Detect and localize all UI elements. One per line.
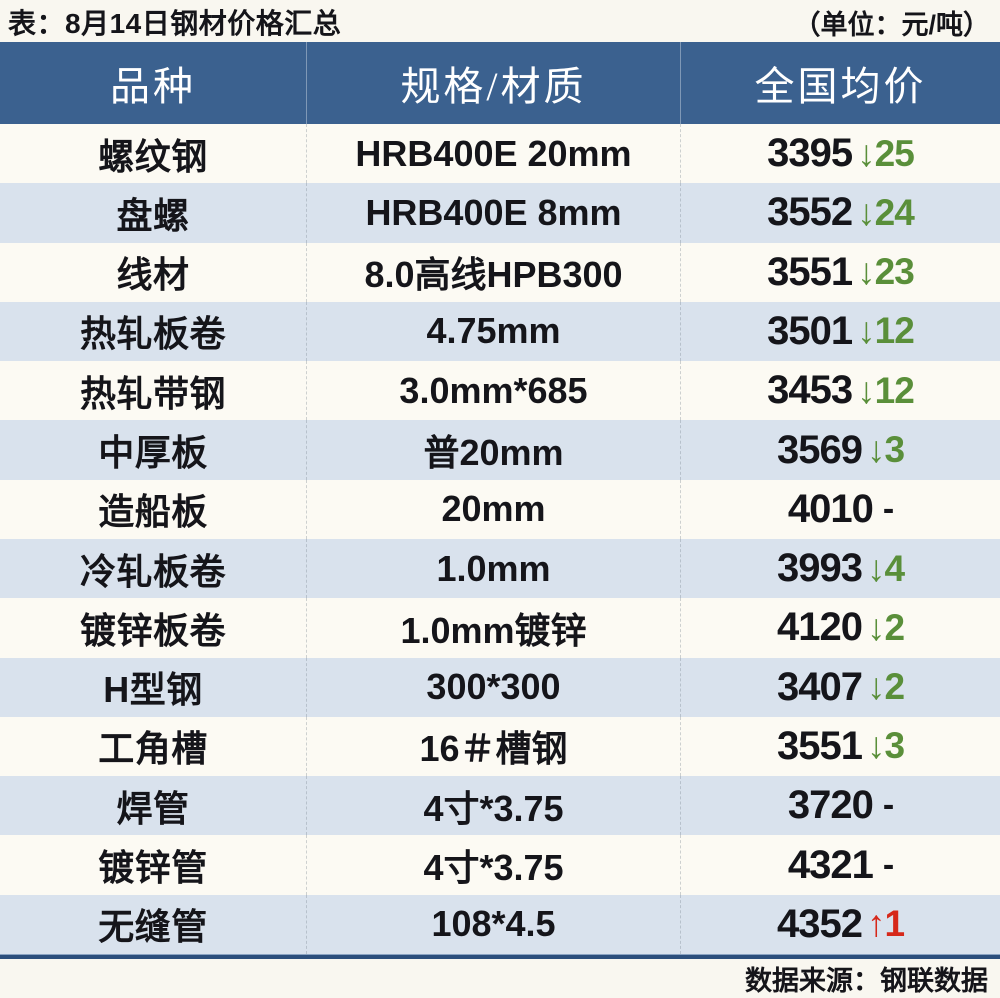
price-value: 4010 [787,486,874,531]
variety-cell: 焊管 [116,787,190,829]
table-row: 焊管 4寸*3.75 3720 - [0,776,1000,836]
price-cell: 3551 ↓23 [680,242,1000,302]
unit-label: （单位：元/吨） [793,9,990,40]
spec-cell: 3.0mm*685 [306,361,680,421]
spec-cell: 4.75mm [306,301,680,362]
variety-cell: 热轧板卷 [79,313,226,355]
price-value: 3720 [787,783,874,828]
spec-cell: 1.0mm [306,538,680,599]
price-change-indicator: ↓12 [857,310,915,352]
price-value: 3395 [767,131,853,176]
table-row: 工角槽 16＃槽钢 3551 ↓3 [0,716,1000,777]
spec-cell: 8.0高线HPB300 [306,242,680,302]
table-body: 螺纹钢 HRB400E 20mm 3395 ↓25 盘螺 HRB400E 8mm… [0,124,1000,954]
spec-cell: 16＃槽钢 [306,716,680,777]
price-change-indicator: ↓24 [857,191,915,233]
price-cell: 3407 ↓2 [680,657,1000,717]
price-cell: 3551 ↓3 [680,716,1000,777]
table-row: 镀锌板卷 1.0mm镀锌 4120 ↓2 [0,598,1000,658]
column-header-avg-price: 全国均价 [680,42,1000,124]
data-source-note: 数据来源：钢联数据 [745,966,988,996]
price-value: 4321 [787,842,874,887]
table-header: 品种 规格/材质 全国均价 [0,42,1000,124]
price-change-indicator: - [882,489,894,528]
table-row: 线材 8.0高线HPB300 3551 ↓23 [0,242,1000,302]
table-row: 热轧带钢 3.0mm*685 3453 ↓12 [0,361,1000,421]
price-cell: 3993 ↓4 [680,538,1000,599]
price-cell: 3501 ↓12 [680,301,1000,362]
price-change-indicator: ↓12 [857,369,915,411]
variety-cell: 镀锌板卷 [79,609,226,651]
variety-cell: 线材 [116,254,190,296]
table-row: 造船板 20mm 4010 - [0,479,1000,539]
table-row: 螺纹钢 HRB400E 20mm 3395 ↓25 [0,124,1000,184]
column-header-variety: 品种 [110,64,196,109]
price-cell: 3395 ↓25 [680,124,1000,184]
spec-cell: 20mm [306,479,680,539]
variety-cell: 中厚板 [98,432,208,474]
price-cell: 4352 ↑1 [680,894,1000,954]
price-change-indicator: ↓2 [866,606,905,648]
table-row: 中厚板 普20mm 3569 ↓3 [0,420,1000,480]
spec-cell: 4寸*3.75 [306,835,680,895]
title-bar: 表：8月14日钢材价格汇总 （单位：元/吨） [0,0,1000,42]
price-value: 3993 [776,546,863,591]
price-value: 3552 [767,190,853,235]
price-value: 3551 [767,249,853,294]
variety-cell: 工角槽 [98,728,208,770]
price-cell: 4120 ↓2 [680,598,1000,658]
price-cell: 3720 - [680,776,1000,836]
price-cell: 3552 ↓24 [680,183,1000,243]
variety-cell: 镀锌管 [98,847,208,889]
price-cell: 3453 ↓12 [680,361,1000,421]
spec-cell: HRB400E 8mm [306,183,680,243]
price-change-indicator: ↓4 [866,547,905,589]
spec-cell: 4寸*3.75 [306,776,680,836]
variety-cell: H型钢 [103,669,203,711]
table-row: 无缝管 108*4.5 4352 ↑1 [0,894,1000,954]
price-value: 3569 [776,427,863,472]
variety-cell: 热轧带钢 [79,372,226,414]
variety-cell: 螺纹钢 [98,135,208,177]
spec-cell: 300*300 [306,657,680,717]
spec-cell: 普20mm [306,420,680,480]
price-change-indicator: ↓3 [866,429,905,471]
table-row: 冷轧板卷 1.0mm 3993 ↓4 [0,538,1000,599]
column-header-spec: 规格/材质 [306,42,680,124]
spec-cell: 1.0mm镀锌 [306,598,680,658]
price-cell: 4010 - [680,479,1000,539]
price-change-indicator: - [882,786,894,825]
price-value: 3551 [776,723,863,768]
footer: 数据来源：钢联数据 [0,959,1000,998]
price-value: 3501 [767,308,853,353]
price-change-indicator: ↓23 [857,251,915,293]
price-cell: 3569 ↓3 [680,420,1000,480]
variety-cell: 无缝管 [98,906,208,948]
bottom-divider [0,954,1000,959]
price-value: 4352 [776,901,863,946]
variety-cell: 造船板 [98,491,208,533]
price-value: 3407 [776,664,863,709]
price-change-indicator: ↓25 [857,132,915,174]
spec-cell: HRB400E 20mm [306,124,680,184]
table-row: H型钢 300*300 3407 ↓2 [0,657,1000,717]
variety-cell: 冷轧板卷 [79,550,226,592]
price-change-indicator: ↑1 [866,903,905,945]
price-cell: 4321 - [680,835,1000,895]
table-row: 镀锌管 4寸*3.75 4321 - [0,835,1000,895]
table-row: 热轧板卷 4.75mm 3501 ↓12 [0,301,1000,362]
price-change-indicator: ↓3 [866,725,905,767]
spec-cell: 108*4.5 [306,894,680,954]
price-change-indicator: ↓2 [866,666,905,708]
page-title: 表：8月14日钢材价格汇总 [8,8,342,39]
price-value: 4120 [776,605,863,650]
price-value: 3453 [767,368,853,413]
table-row: 盘螺 HRB400E 8mm 3552 ↓24 [0,183,1000,243]
variety-cell: 盘螺 [116,194,190,236]
price-change-indicator: - [882,845,894,884]
